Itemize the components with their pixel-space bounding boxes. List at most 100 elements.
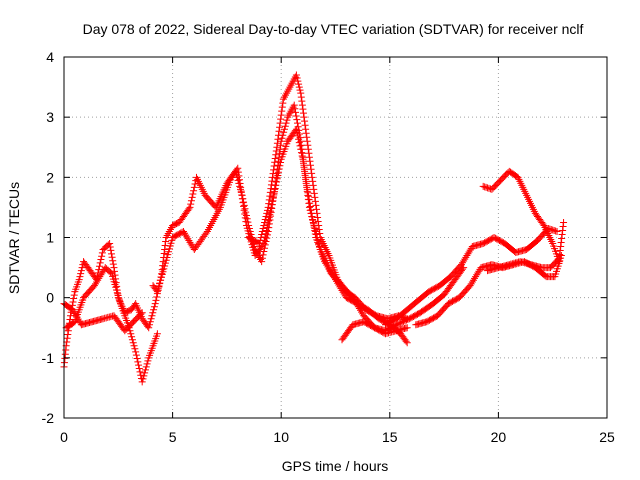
data-point xyxy=(307,209,315,217)
data-point xyxy=(269,197,277,205)
data-point xyxy=(473,271,481,279)
data-point xyxy=(158,271,166,279)
data-point xyxy=(145,324,153,332)
data-point xyxy=(110,264,118,272)
data-point xyxy=(304,195,312,203)
data-point xyxy=(300,113,308,121)
data-point xyxy=(98,269,106,277)
data-point xyxy=(550,226,558,234)
data-point xyxy=(301,121,309,129)
data-point xyxy=(273,139,281,147)
data-point xyxy=(106,243,114,251)
data-point xyxy=(98,252,106,260)
data-point xyxy=(307,165,315,173)
data-point xyxy=(460,257,468,265)
data-point xyxy=(278,134,286,142)
data-point xyxy=(157,276,165,284)
data-point xyxy=(475,267,483,275)
data-point xyxy=(96,273,104,281)
data-point xyxy=(397,319,405,327)
data-point xyxy=(258,254,266,262)
data-point xyxy=(292,125,300,133)
data-point xyxy=(267,185,275,193)
data-point xyxy=(159,268,167,276)
data-point xyxy=(305,199,313,207)
data-point xyxy=(146,321,154,329)
data-point xyxy=(479,182,487,190)
data-point xyxy=(283,116,291,124)
data-point xyxy=(139,375,147,383)
data-point xyxy=(279,99,287,107)
data-point xyxy=(316,243,324,251)
data-point xyxy=(69,298,77,306)
data-point xyxy=(131,345,139,353)
data-point xyxy=(271,188,279,196)
y-axis-label: SDTVAR / TECUs xyxy=(6,182,22,294)
data-point xyxy=(301,167,309,175)
data-point xyxy=(281,122,289,130)
data-point xyxy=(128,333,136,341)
data-point xyxy=(305,203,313,211)
data-point xyxy=(276,119,284,127)
data-point xyxy=(315,221,323,229)
data-point xyxy=(554,256,562,264)
data-point xyxy=(155,282,163,290)
data-point xyxy=(256,237,264,245)
data-point xyxy=(297,93,305,101)
data-point xyxy=(274,131,282,139)
data-point xyxy=(295,135,303,143)
data-point xyxy=(157,273,165,281)
data-point xyxy=(302,179,310,187)
data-point xyxy=(162,256,170,264)
data-point xyxy=(266,188,274,196)
data-point xyxy=(132,351,140,359)
data-point xyxy=(293,116,301,124)
data-point xyxy=(238,191,246,199)
data-point xyxy=(552,227,560,235)
data-point xyxy=(107,246,115,254)
data-point xyxy=(235,172,243,180)
y-tick-label: 0 xyxy=(46,290,54,306)
data-point xyxy=(293,129,301,137)
data-point xyxy=(314,217,322,225)
data-point xyxy=(167,239,175,247)
data-point xyxy=(482,183,490,191)
data-point xyxy=(137,371,145,379)
data-point xyxy=(539,220,547,228)
data-point xyxy=(280,125,288,133)
data-point xyxy=(465,248,473,256)
data-point xyxy=(142,363,150,371)
data-point xyxy=(299,159,307,167)
data-point xyxy=(273,175,281,183)
data-point xyxy=(137,310,145,318)
data-point xyxy=(316,229,324,237)
data-point xyxy=(156,279,164,287)
data-point xyxy=(311,224,319,232)
data-point xyxy=(150,306,158,314)
data-point xyxy=(304,191,312,199)
data-point xyxy=(165,245,173,253)
data-point xyxy=(313,209,321,217)
data-point xyxy=(466,282,474,290)
data-point xyxy=(297,149,305,157)
data-point xyxy=(264,220,272,228)
data-point xyxy=(464,250,472,258)
data-point xyxy=(186,238,194,246)
data-point xyxy=(153,330,161,338)
data-point xyxy=(185,237,193,245)
chart-title: Day 078 of 2022, Sidereal Day-to-day VTE… xyxy=(83,21,584,37)
data-point xyxy=(77,270,85,278)
data-point xyxy=(303,183,311,191)
data-point xyxy=(258,230,266,238)
data-point xyxy=(149,309,157,317)
data-point xyxy=(271,155,279,163)
data-point xyxy=(356,306,364,314)
data-point xyxy=(274,135,282,143)
data-point xyxy=(153,288,161,296)
data-point xyxy=(462,253,470,261)
data-point xyxy=(98,249,106,257)
data-point xyxy=(302,129,310,137)
data-point xyxy=(168,236,176,244)
data-point xyxy=(392,321,400,329)
